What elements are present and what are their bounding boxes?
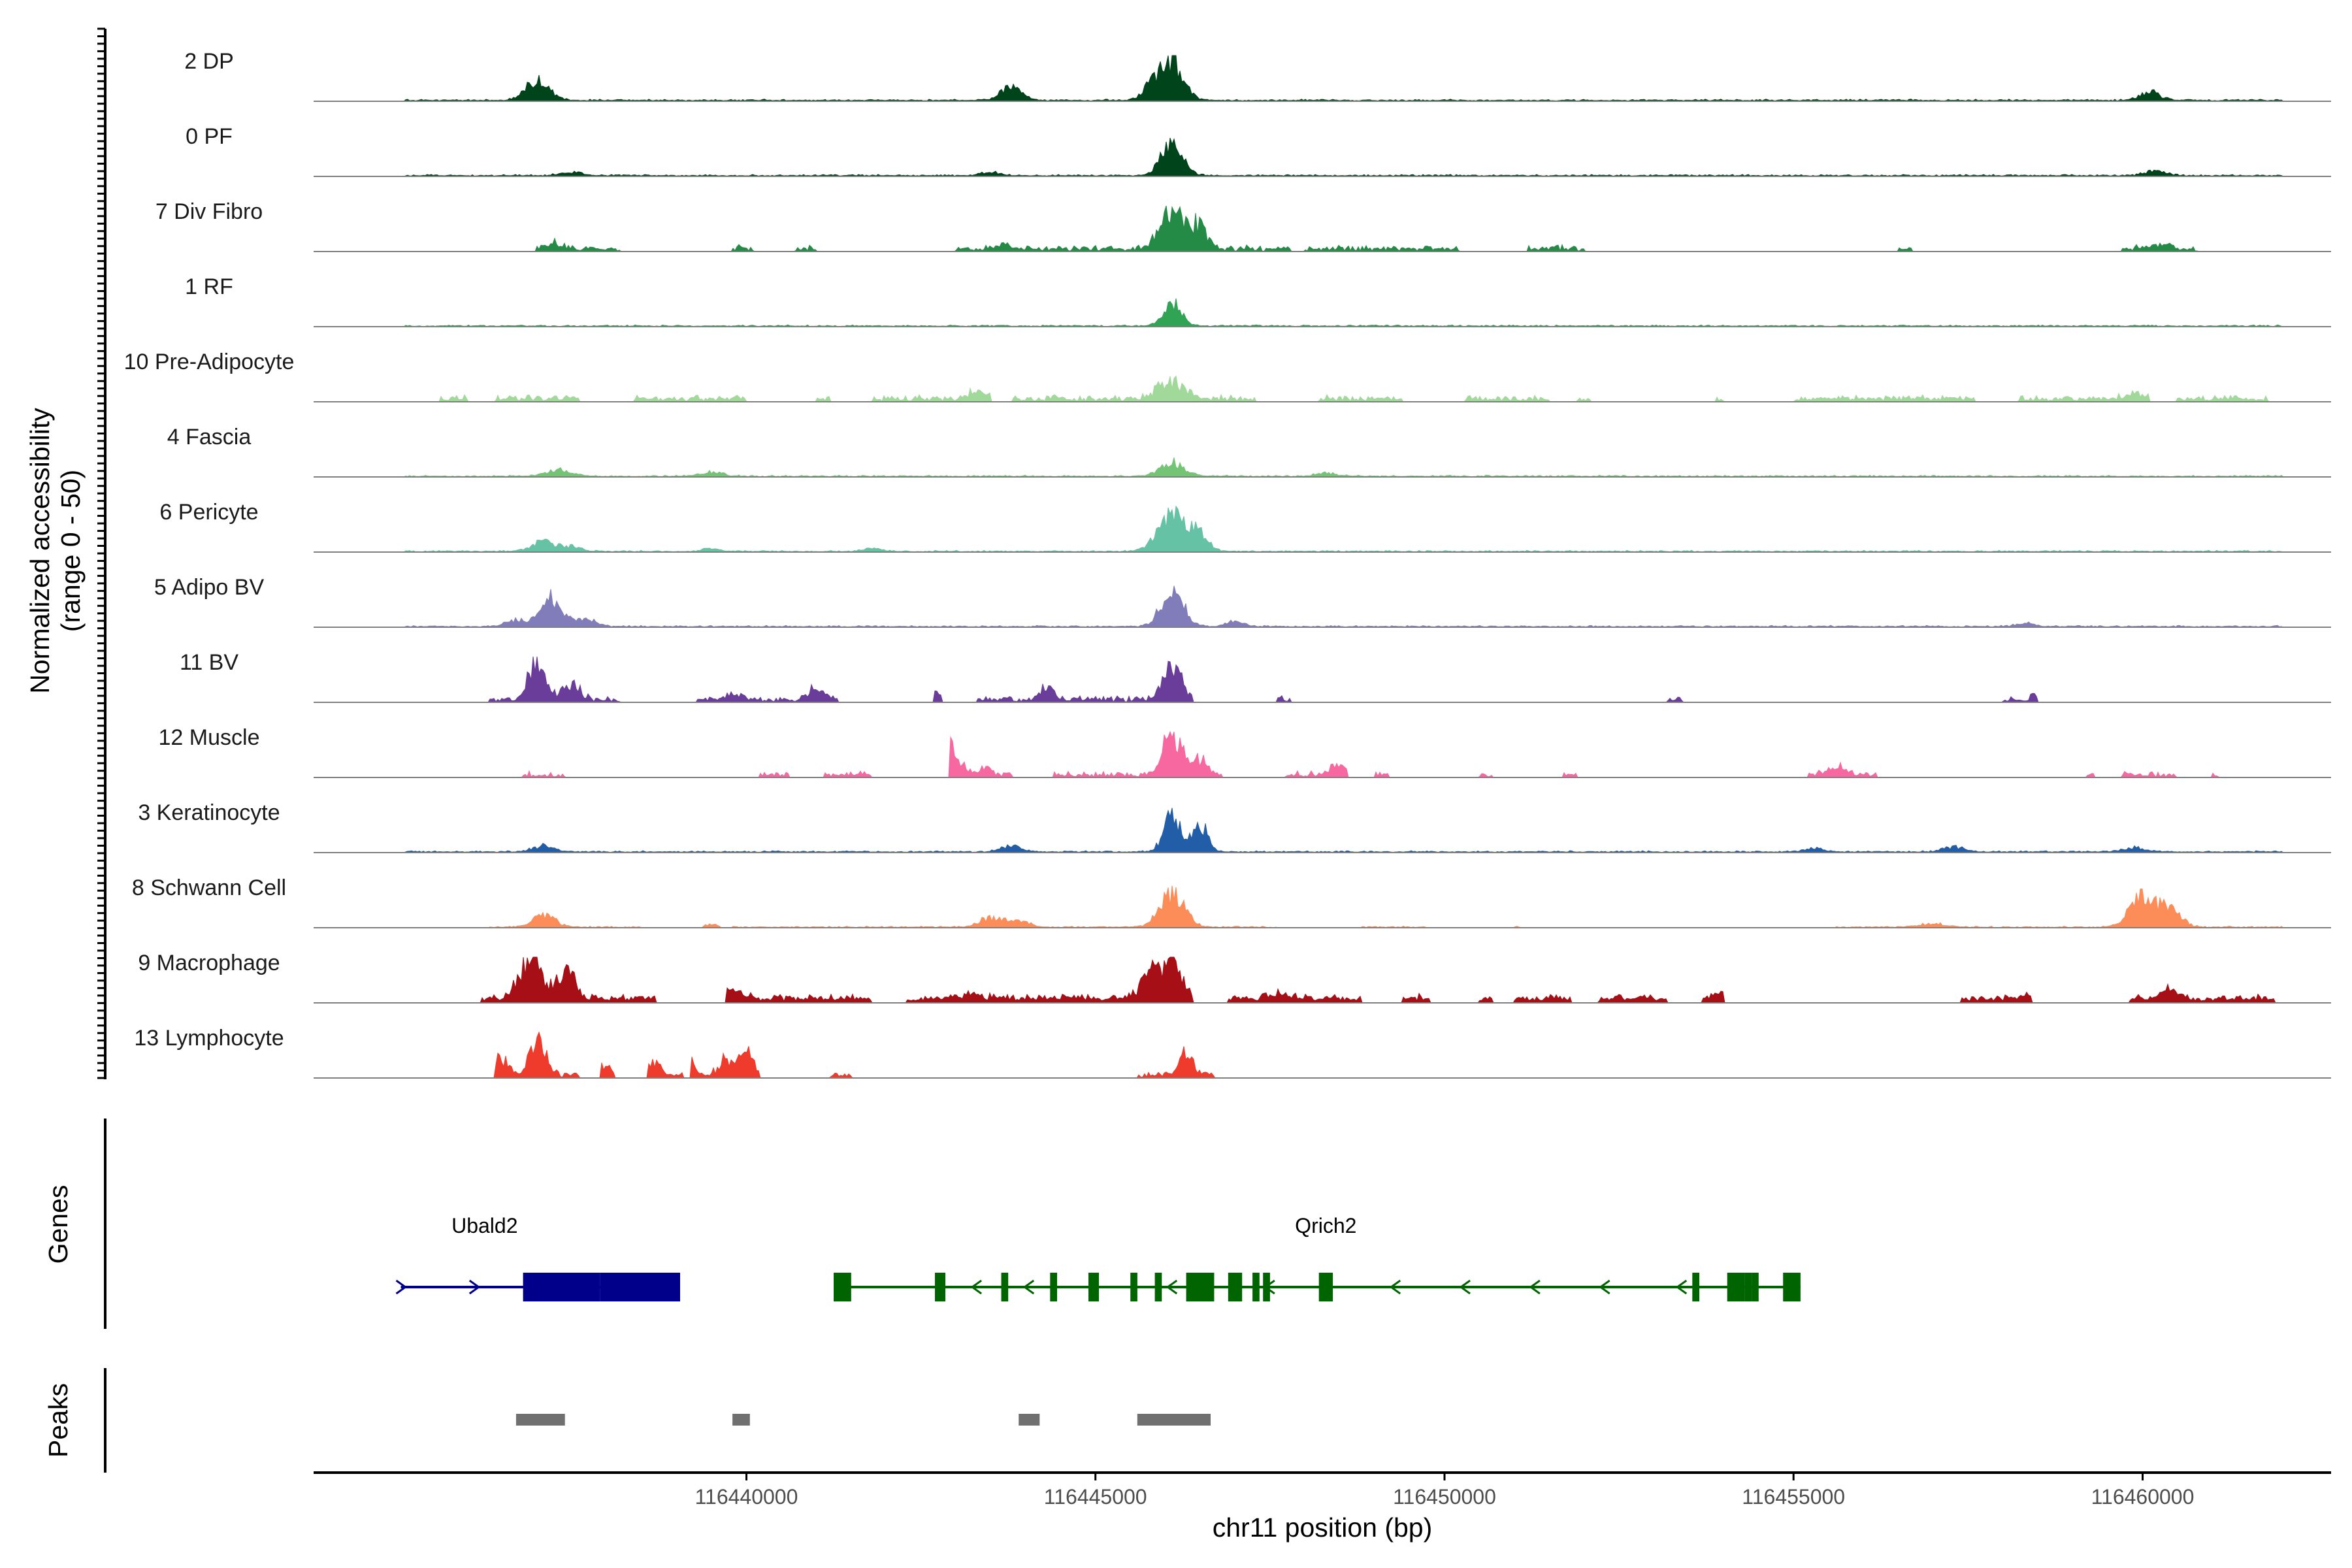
gene-exon (1692, 1273, 1699, 1301)
track-signal (314, 298, 2331, 327)
strand-arrow (1599, 1279, 1610, 1295)
track-label: 0 PF (186, 124, 233, 149)
track-label: 10 Pre-Adipocyte (124, 350, 295, 374)
gene-exon (1154, 1273, 1162, 1301)
strand-arrow (1022, 1279, 1035, 1295)
track-1: 0 PF (186, 124, 2331, 177)
genes-panel-title: Genes (43, 1185, 73, 1264)
y-axis-title-line-2: (range 0 - 50) (56, 470, 86, 632)
gene-exon (1783, 1273, 1801, 1301)
strand-arrow (1166, 1279, 1178, 1295)
strand-arrow (1675, 1279, 1688, 1295)
track-0: 2 DP (184, 49, 2331, 102)
track-label: 2 DP (184, 49, 234, 74)
strand-arrow (970, 1279, 982, 1295)
gene-qrich2: Qrich2 (834, 1214, 1801, 1301)
track-13: 13 Lymphocyte (134, 1026, 2331, 1079)
track-signal (314, 808, 2331, 853)
gene-exon (600, 1273, 680, 1301)
x-axis-ticks: 116440000 116445000 116450000 116455000 1164… (695, 1473, 2195, 1509)
gene-exon (1088, 1273, 1099, 1301)
track-label: 8 Schwann Cell (132, 875, 286, 900)
x-tick-label: 116445000 (1044, 1485, 1147, 1509)
gene-exon (1744, 1273, 1752, 1301)
track-label: 13 Lymphocyte (134, 1026, 284, 1051)
track-6: 6 Pericyte (159, 500, 2331, 553)
track-label: 11 BV (180, 650, 238, 675)
x-tick-label: 116450000 (1393, 1485, 1496, 1509)
gene-exon (1130, 1273, 1137, 1301)
gene-ubald2: Ubald2 (395, 1214, 680, 1301)
peak-region (1019, 1414, 1040, 1426)
track-2: 7 Div Fibro (155, 199, 2331, 252)
peak-region (1137, 1414, 1211, 1426)
x-tick-label: 116455000 (1742, 1485, 1845, 1509)
track-signal (314, 956, 2331, 1004)
gene-exon (837, 1273, 851, 1301)
track-9: 12 Muscle (159, 725, 2331, 778)
gene-exon (1200, 1273, 1215, 1301)
track-12: 9 Macrophage (138, 951, 2331, 1004)
gene-exon (1186, 1273, 1200, 1301)
track-label: 3 Keratinocyte (138, 800, 280, 825)
track-label: 4 Fascia (167, 425, 252, 449)
track-label: 12 Muscle (159, 725, 260, 750)
strand-arrow (468, 1279, 481, 1295)
gene-exon (1752, 1273, 1759, 1301)
gene-exon (1727, 1273, 1745, 1301)
track-8: 11 BV (180, 650, 2331, 703)
strand-arrow (1389, 1279, 1401, 1295)
strand-arrow (1264, 1279, 1275, 1295)
gene-exon (1252, 1273, 1260, 1301)
x-tick-label: 116440000 (695, 1485, 798, 1509)
gene-exon (1228, 1273, 1243, 1301)
track-11: 8 Schwann Cell (132, 875, 2331, 928)
x-axis-title: chr11 position (bp) (1213, 1512, 1433, 1543)
track-3: 1 RF (185, 274, 2331, 327)
accessibility-axis-ticks (97, 27, 105, 1079)
track-label: 6 Pericyte (159, 500, 258, 525)
peak-region (732, 1414, 750, 1426)
track-7: 5 Adipo BV (154, 575, 2331, 628)
peak-region (515, 1414, 565, 1426)
y-axis-title-line-1: Normalized accessibility (25, 408, 55, 694)
track-label: 9 Macrophage (138, 951, 280, 975)
gene-exon (1001, 1273, 1009, 1301)
peak-regions (515, 1414, 1211, 1426)
track-signal (314, 137, 2331, 177)
gene-exon (935, 1273, 945, 1301)
gene-exon (523, 1273, 600, 1301)
track-5: 4 Fascia (167, 425, 2331, 478)
strand-arrow (1529, 1279, 1541, 1295)
gene-exon (1318, 1273, 1333, 1301)
track-signal (314, 55, 2331, 102)
track-4: 10 Pre-Adipocyte (124, 350, 2331, 402)
peaks-panel-title: Peaks (43, 1383, 73, 1458)
coverage-tracks: 2 DP 0 PF 7 Div Fibro 1 RF 10 Pre-Adipocyte 4… (124, 49, 2331, 1079)
track-label: 5 Adipo BV (154, 575, 265, 600)
x-tick-label: 116460000 (2091, 1485, 2195, 1509)
gene-label: Qrich2 (1295, 1214, 1356, 1237)
gene-exon (1050, 1273, 1057, 1301)
track-10: 3 Keratinocyte (138, 800, 2331, 853)
gene-label: Ubald2 (451, 1214, 517, 1237)
track-label: 7 Div Fibro (155, 199, 263, 224)
strand-arrow (395, 1279, 408, 1295)
gene-annotations: Ubald2 Qrich2 (395, 1214, 1801, 1301)
strand-arrow (1459, 1279, 1471, 1295)
track-label: 1 RF (185, 274, 233, 299)
